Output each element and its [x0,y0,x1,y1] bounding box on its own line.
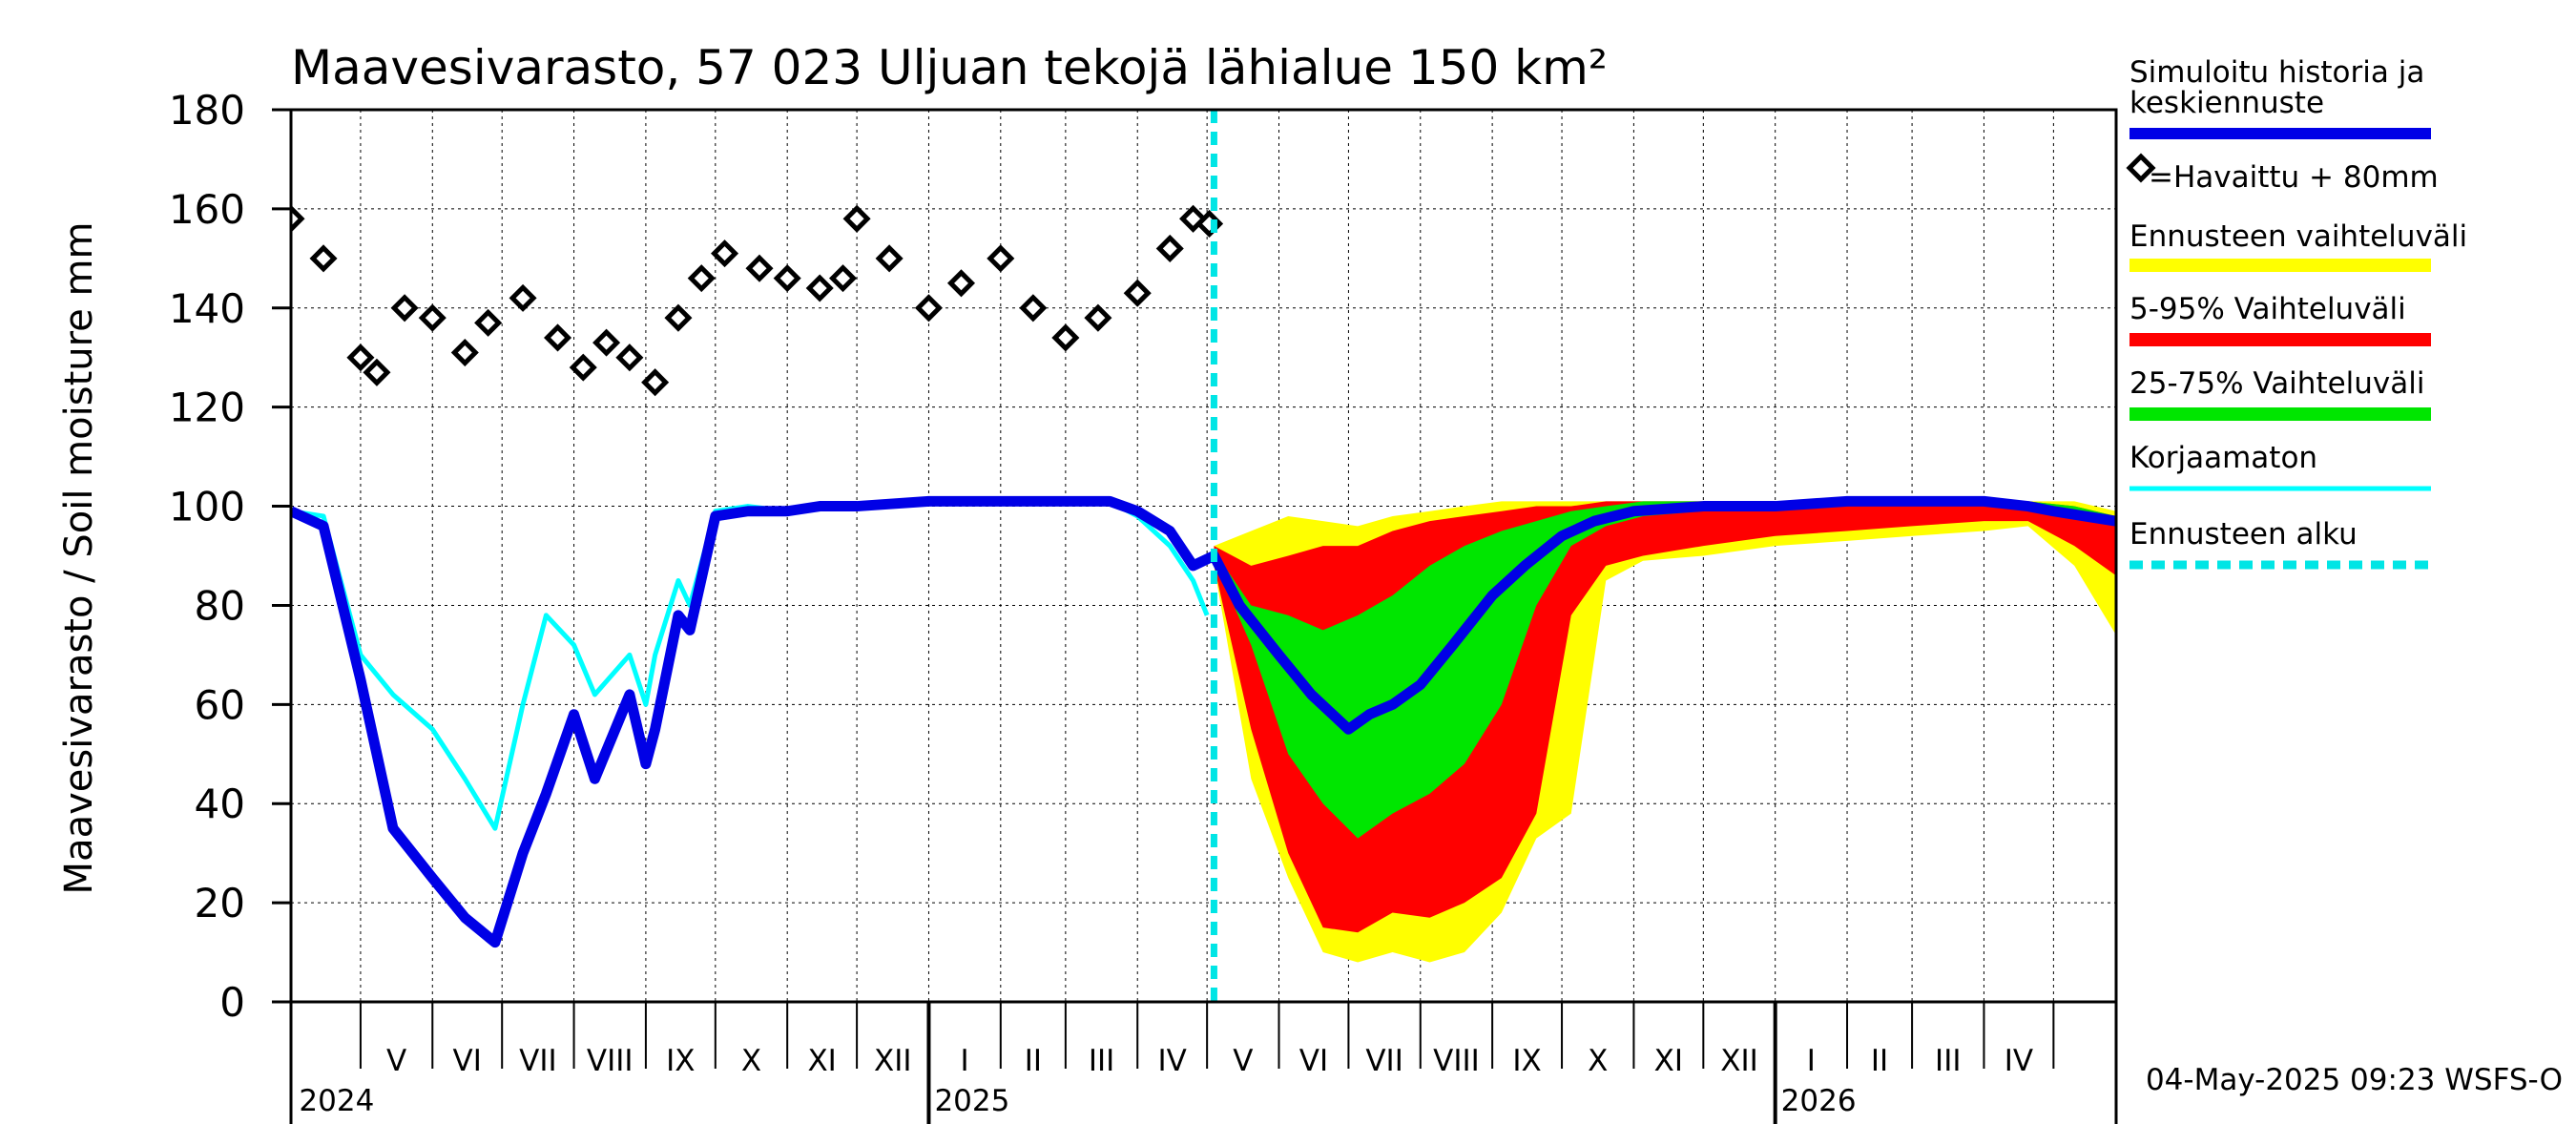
month-label: X [1588,1044,1608,1078]
observed-point [1019,294,1048,323]
year-label: 2025 [934,1084,1009,1118]
month-label: IX [1512,1044,1541,1078]
observed-point [390,294,419,323]
month-label: VIII [1433,1044,1480,1078]
plot-frame [289,108,2118,1004]
chart-title: Maavesivarasto, 57 023 Uljuan tekojä läh… [291,40,1608,95]
observed-point [450,338,479,367]
observed-point [1155,234,1184,262]
y-axis-label: Maavesivarasto / Soil moisture mm [57,222,101,895]
y-tick-label: 140 [169,285,245,332]
observed-point [773,264,801,293]
y-tick-label: 40 [195,781,245,827]
month-label: VIII [587,1044,634,1078]
simulated-mean-line [291,495,2116,948]
x-axis-months: V VI VII VIII IX X XI XII I II III IV V VI VII VIII IX X X… [289,1002,2118,1124]
month-label: III [1935,1044,1961,1078]
observed-point [544,323,572,352]
legend-label-simulated: Simuloitu historia ja [2129,55,2424,90]
month-label: IV [1158,1044,1187,1078]
y-tick-label: 20 [195,880,245,926]
band-25-75-vaihteluv-li [1214,501,2116,839]
observed-point [474,308,503,337]
legend-label-forecast-start: Ennusteen alku [2129,517,2358,552]
legend-label-25-75: 25-75% Vaihteluväli [2129,366,2425,401]
month-label: XI [1654,1044,1683,1078]
observed-point [309,244,338,273]
forecast-bands [1214,501,2116,963]
observed-point [569,353,597,382]
series-lines [291,495,2116,948]
year-label: 2026 [1781,1084,1857,1118]
observed-point [946,269,976,298]
month-label: XII [1720,1044,1758,1078]
month-label: X [741,1044,761,1078]
observed-point [1084,303,1112,332]
observed-point [418,303,447,332]
observed-point [664,303,693,332]
y-tick-label: 180 [169,87,245,134]
timestamp-footer: 04-May-2025 09:23 WSFS-O [2146,1063,2563,1097]
observed-markers [291,204,1224,397]
month-label: XI [807,1044,836,1078]
month-label: VII [519,1044,557,1078]
year-label: 2024 [299,1084,374,1118]
y-tick-label: 160 [169,186,245,233]
observed-point [291,204,305,233]
month-label: II [1871,1044,1888,1078]
observed-point [641,368,670,397]
observed-point [687,264,716,293]
observed-point [842,204,871,233]
y-tick-label: 100 [169,484,245,531]
legend-label-simulated-cont: keskiennuste [2129,86,2324,120]
y-tick-label: 0 [219,979,245,1026]
month-label: V [1233,1044,1253,1078]
y-tick-label: 120 [169,385,245,431]
observed-point [346,344,375,372]
month-label: IX [666,1044,695,1078]
observed-point [745,254,774,282]
month-label: II [1025,1044,1042,1078]
y-axis-ticks: 0 20 40 60 80 100 120 140 160 180 [169,87,291,1026]
month-label: XII [874,1044,912,1078]
month-label: I [961,1044,969,1078]
observed-point [711,239,739,268]
observed-point [592,328,621,357]
y-tick-label: 60 [195,681,245,728]
month-label: V [386,1044,406,1078]
legend-label-range: Ennusteen vaihteluväli [2129,219,2467,254]
observed-point [987,244,1015,273]
legend-swatch-observed [2126,153,2156,183]
observed-point [1123,279,1152,307]
month-label: I [1807,1044,1816,1078]
korjaamaton-line [291,498,1210,831]
observed-point [875,244,904,273]
month-label: VI [1299,1044,1328,1078]
month-label: IV [2005,1044,2033,1078]
legend-label-uncorrected: Korjaamaton [2129,441,2317,475]
observed-point [509,283,537,312]
legend-label-5-95: 5-95% Vaihteluväli [2129,292,2406,326]
month-label: VII [1365,1044,1403,1078]
observed-point [1051,323,1080,352]
observed-point [805,274,834,302]
observed-point [363,358,391,386]
observed-point [914,294,943,323]
observed-point [828,264,858,293]
observed-point [615,344,644,372]
y-tick-label: 80 [195,582,245,629]
legend-label-observed: =Havaittu + 80mm [2149,160,2439,195]
month-label: III [1089,1044,1114,1078]
month-label: VI [453,1044,482,1078]
